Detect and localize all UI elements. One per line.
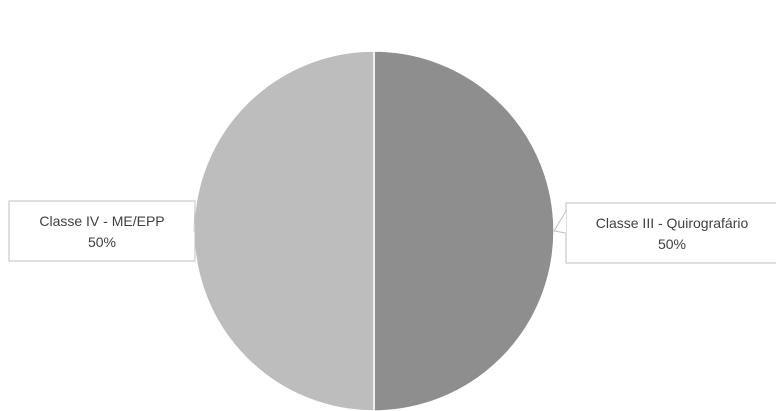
data-label-box-1 [565,202,776,264]
data-label-percent-2: 50% [88,234,116,250]
data-label-category-2: Classe IV - ME/EPP [39,213,164,229]
data-label-pointer-1 [553,210,567,234]
data-label-percent-1: 50% [658,236,686,252]
data-label-category-1: Classe III - Quirografário [596,215,749,231]
data-label-pointer-2 [193,208,196,232]
pie-slice-2 [193,50,375,411]
data-label-box-2 [8,200,196,262]
pie-slice-1 [373,50,555,411]
